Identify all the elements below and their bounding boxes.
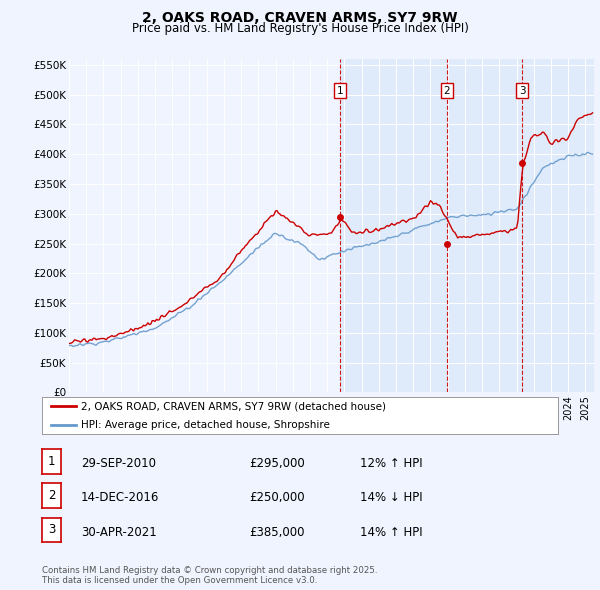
Text: Contains HM Land Registry data © Crown copyright and database right 2025.
This d: Contains HM Land Registry data © Crown c… (42, 566, 377, 585)
Text: 30-APR-2021: 30-APR-2021 (81, 526, 157, 539)
Text: 2, OAKS ROAD, CRAVEN ARMS, SY7 9RW (detached house): 2, OAKS ROAD, CRAVEN ARMS, SY7 9RW (deta… (80, 401, 386, 411)
Text: 2, OAKS ROAD, CRAVEN ARMS, SY7 9RW: 2, OAKS ROAD, CRAVEN ARMS, SY7 9RW (142, 11, 458, 25)
Text: 1: 1 (337, 86, 343, 96)
Bar (522, 59, 594, 392)
Text: 14% ↓ HPI: 14% ↓ HPI (360, 491, 422, 504)
Text: £385,000: £385,000 (249, 526, 305, 539)
Text: 3: 3 (519, 86, 526, 96)
Text: 14-DEC-2016: 14-DEC-2016 (81, 491, 160, 504)
Text: Price paid vs. HM Land Registry's House Price Index (HPI): Price paid vs. HM Land Registry's House … (131, 22, 469, 35)
Text: £295,000: £295,000 (249, 457, 305, 470)
Text: HPI: Average price, detached house, Shropshire: HPI: Average price, detached house, Shro… (80, 419, 329, 430)
Text: 14% ↑ HPI: 14% ↑ HPI (360, 526, 422, 539)
Text: 2: 2 (48, 489, 55, 502)
Bar (340, 59, 447, 392)
Text: 3: 3 (48, 523, 55, 536)
Bar (447, 59, 522, 392)
Text: 2: 2 (443, 86, 450, 96)
Text: 29-SEP-2010: 29-SEP-2010 (81, 457, 156, 470)
Text: 1: 1 (48, 455, 55, 468)
Text: £250,000: £250,000 (249, 491, 305, 504)
Text: 12% ↑ HPI: 12% ↑ HPI (360, 457, 422, 470)
